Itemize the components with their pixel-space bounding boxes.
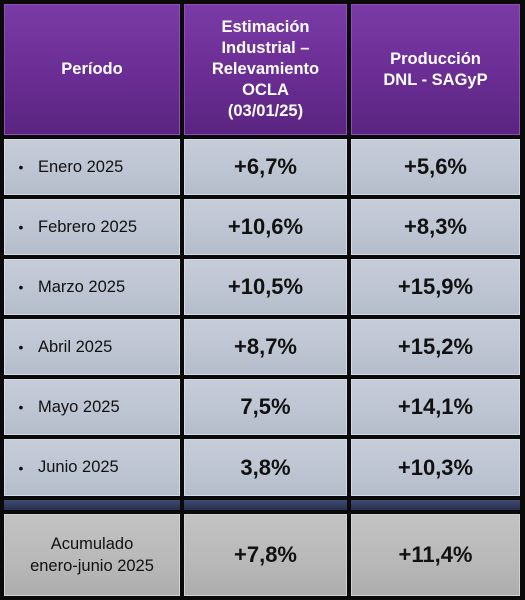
- header-sagyp-label: Producción DNL - SAGyP: [383, 49, 487, 91]
- separator-band: [184, 500, 347, 510]
- ocla-value: +10,6%: [184, 199, 347, 255]
- header-ocla-line: Relevamiento: [211, 60, 320, 78]
- total-label-line: enero-junio 2025: [30, 557, 154, 575]
- bullet: •: [18, 159, 24, 175]
- total-label: Acumulado enero-junio 2025: [4, 514, 180, 596]
- period-label: Mayo 2025: [38, 397, 120, 416]
- period-label: Junio 2025: [38, 458, 119, 476]
- bullet: •: [18, 459, 24, 476]
- table-row-period: • Junio 2025: [4, 439, 180, 496]
- header-ocla-line: (03/01/25): [227, 102, 304, 120]
- bullet: •: [18, 279, 24, 295]
- total-label-line: Acumulado: [50, 535, 134, 553]
- header-ocla-line: Estimación: [221, 18, 310, 36]
- sagyp-value: +15,9%: [351, 259, 520, 315]
- bullet: •: [18, 339, 24, 355]
- period-label: Abril 2025: [38, 337, 113, 356]
- table-row-period: • Febrero 2025: [4, 199, 180, 255]
- ocla-value: 3,8%: [184, 439, 347, 496]
- period-label: Enero 2025: [38, 157, 124, 176]
- header-ocla-label: Estimación Industrial – Relevamiento OCL…: [212, 17, 319, 122]
- header-periodo-label: Período: [61, 60, 123, 78]
- ocla-value: 7,5%: [184, 379, 347, 435]
- sagyp-value: +14,1%: [351, 379, 520, 435]
- table-row-period: • Marzo 2025: [4, 259, 180, 315]
- header-sagyp-line: Producción: [390, 49, 481, 68]
- header-periodo: Período: [4, 4, 180, 135]
- total-ocla-value: +7,8%: [184, 514, 347, 596]
- separator-band: [351, 500, 520, 510]
- ocla-value: +6,7%: [184, 139, 347, 195]
- period-label: Marzo 2025: [38, 277, 126, 296]
- table-row-period: • Abril 2025: [4, 319, 180, 375]
- sagyp-value: +5,6%: [351, 139, 520, 195]
- bullet: •: [18, 219, 24, 235]
- ocla-value: +10,5%: [184, 259, 347, 315]
- table-row-period: • Enero 2025: [4, 139, 180, 195]
- separator-band: [4, 500, 180, 510]
- header-sagyp-line: DNL - SAGyP: [383, 70, 488, 89]
- sagyp-value: +8,3%: [351, 199, 520, 255]
- ocla-value: +8,7%: [184, 319, 347, 375]
- table-row-period: • Mayo 2025: [4, 379, 180, 435]
- header-sagyp: Producción DNL - SAGyP: [351, 4, 520, 135]
- header-ocla-line: Industrial –: [221, 39, 310, 57]
- sagyp-value: +10,3%: [351, 439, 520, 496]
- period-label: Febrero 2025: [38, 217, 138, 236]
- header-ocla: Estimación Industrial – Relevamiento OCL…: [184, 4, 347, 135]
- sagyp-value: +15,2%: [351, 319, 520, 375]
- bullet: •: [18, 399, 24, 415]
- total-sagyp-value: +11,4%: [351, 514, 520, 596]
- header-ocla-line: OCLA: [242, 81, 289, 99]
